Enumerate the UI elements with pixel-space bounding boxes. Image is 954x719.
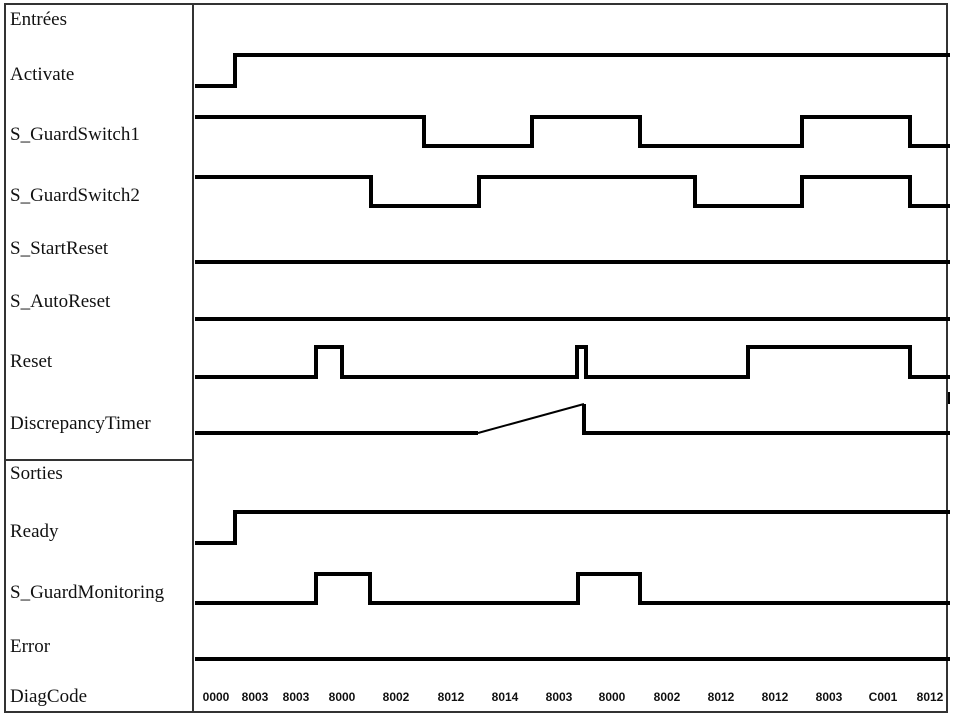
signal-label-auto-reset: S_AutoReset [10,291,111,312]
waveform-guard-monitoring [195,572,950,605]
section-divider [4,459,193,461]
diag-code-value: 8014 [491,690,519,704]
diag-code-value: 8003 [282,690,310,704]
diag-code-value: 8012 [761,690,789,704]
waveform-ready [195,510,950,545]
label-column-divider [192,4,194,713]
outputs-section-title: Sorties [10,463,63,484]
diag-code-value: 8003 [241,690,269,704]
signal-label-start-reset: S_StartReset [10,238,109,259]
waveform-guard-switch2 [195,175,950,208]
signal-label-guard-monitoring: S_GuardMonitoring [10,582,165,603]
inputs-section-title: Entrées [10,9,67,30]
waveform-guard-switch1 [195,115,950,148]
diag-code-value: 8002 [653,690,681,704]
diag-code-value: 8012 [707,690,735,704]
diag-code-value: 8012 [437,690,465,704]
diag-code-value: 8003 [545,690,573,704]
diag-code-value: 0000 [202,690,230,704]
waveform-reset [195,345,950,379]
signal-label-reset: Reset [10,351,53,372]
signal-label-ready: Ready [10,521,59,542]
waveform-discrepancy-timer-rest [582,404,950,435]
diagram-frame [4,3,948,713]
signal-label-error: Error [10,636,51,657]
diag-code-value: 8000 [598,690,626,704]
signal-label-guard-switch1: S_GuardSwitch1 [10,124,140,145]
diag-code-value: 8012 [916,690,944,704]
signal-label-activate: Activate [10,64,75,85]
diag-code-value: 8000 [328,690,356,704]
signal-label-guard-switch2: S_GuardSwitch2 [10,185,140,206]
diag-code-value: 8003 [815,690,843,704]
waveform-activate [195,53,950,88]
waveform-discrepancy-timer-ramp [477,403,585,434]
signal-label-discrepancy-timer: DiscrepancyTimer [10,413,151,434]
signal-label-diag-code: DiagCode [10,686,88,707]
diag-code-value: 8002 [382,690,410,704]
diag-code-value: C001 [868,690,898,704]
